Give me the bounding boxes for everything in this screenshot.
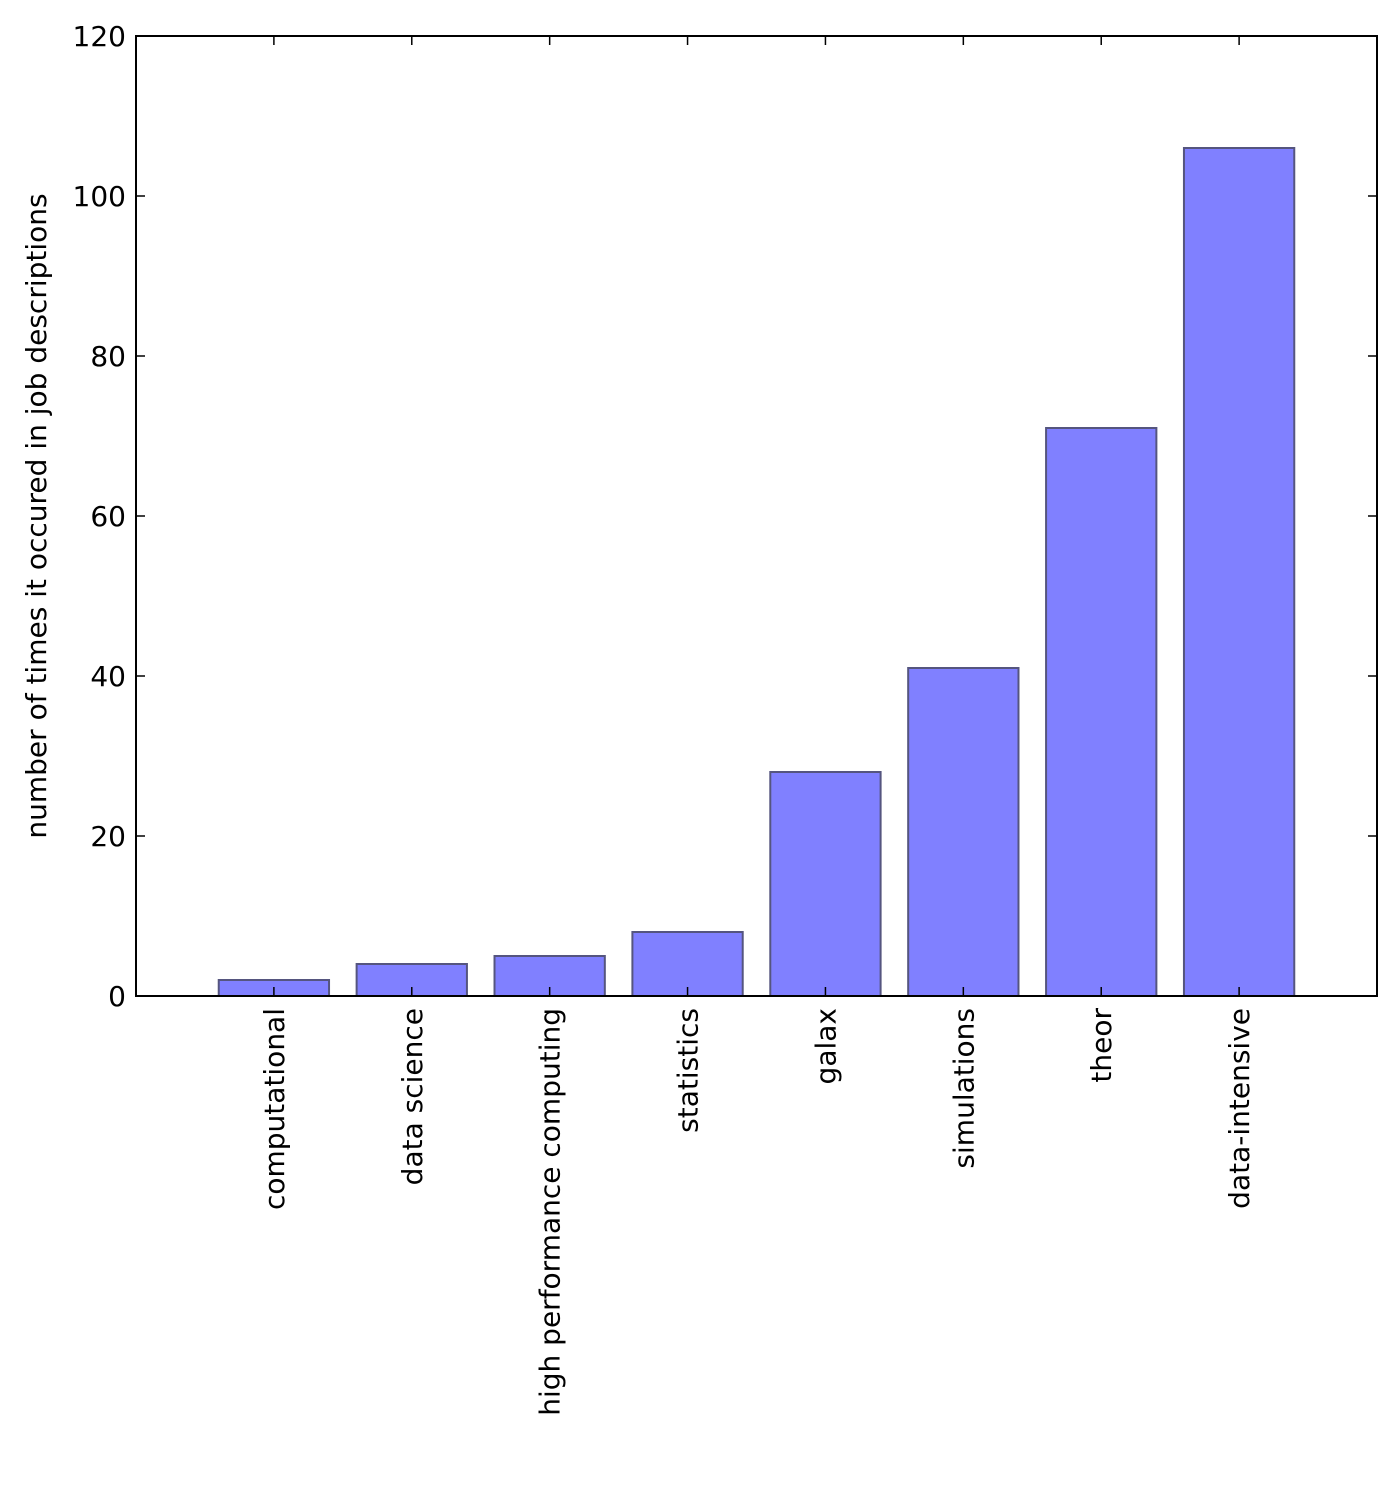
y-axis-label: number of times it occured in job descri… [20,193,53,838]
bar-simulations [907,667,1020,997]
y-tick-label: 120 [73,20,126,53]
x-tick-label: theor [1085,1008,1118,1083]
y-tick-label: 100 [73,180,126,213]
x-tick-label: data science [396,1008,429,1185]
y-tick-label: 60 [90,500,126,533]
x-tick-label: computational [258,1008,291,1210]
x-tick-label: data-intensive [1223,1008,1256,1209]
bar-statistics [631,931,744,997]
y-tick-label: 40 [90,660,126,693]
x-tick-labels: computational data science high performanc… [258,1008,1256,1416]
y-tick-label: 80 [90,340,126,373]
bars-group [217,147,1296,997]
x-tick-label: high performance computing [534,1008,567,1416]
bar-theor [1045,427,1158,997]
bar-data-intensive [1182,147,1296,997]
y-tick-labels: 0 20 40 60 80 100 120 [73,20,126,1013]
plot-frame [135,35,1378,997]
x-tick-label: galax [809,1008,842,1084]
x-tick-label: statistics [672,1008,705,1133]
bar-galax [769,771,882,997]
y-tick-label: 0 [108,980,126,1013]
x-tick-label: simulations [947,1008,980,1169]
y-tick-label: 20 [90,820,126,853]
